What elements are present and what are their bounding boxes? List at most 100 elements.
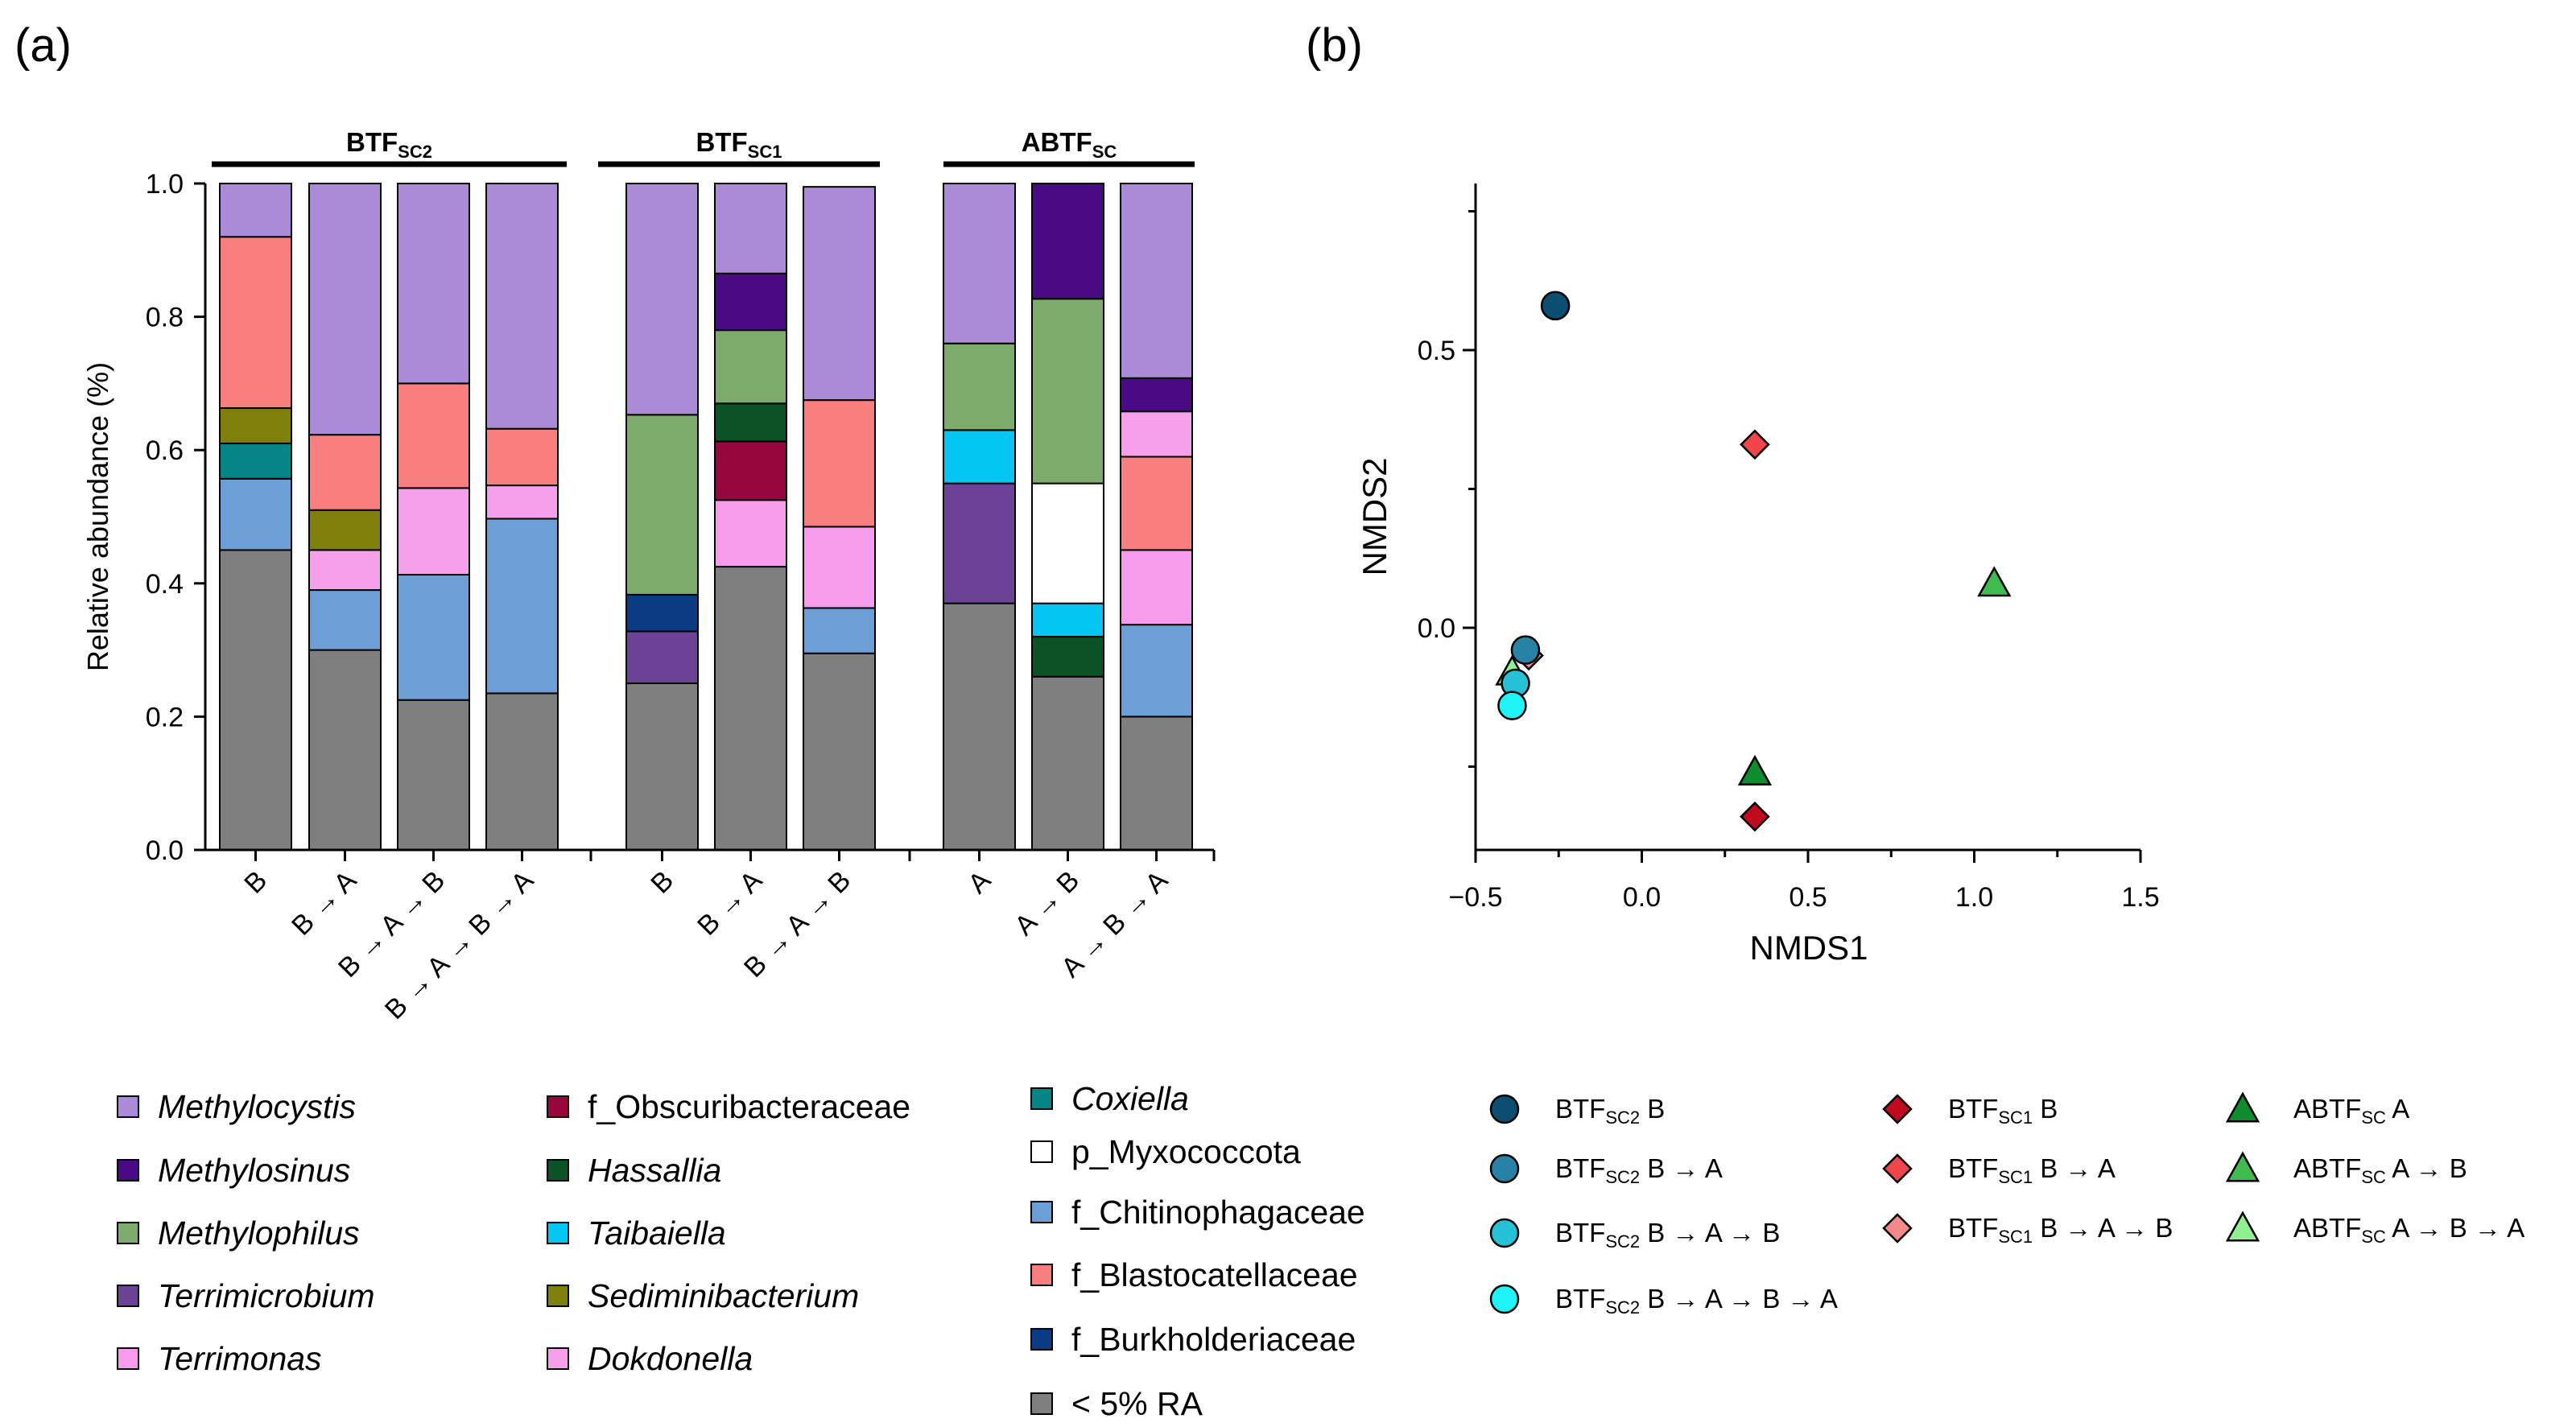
bar-segment-Methylocystis bbox=[714, 183, 787, 274]
legend-item: f_Chitinophagaceae bbox=[1030, 1194, 1365, 1231]
bar-segment-lt5 bbox=[1120, 716, 1193, 852]
legend-label: ABTFSC A → B → A bbox=[2293, 1213, 2524, 1247]
bar-segment-f_Chitinophagaceae bbox=[803, 607, 876, 654]
legend-marker bbox=[2225, 1091, 2260, 1123]
b-y-tick-label: 0.0 bbox=[1418, 613, 1455, 644]
legend-swatch bbox=[1030, 1392, 1053, 1415]
bar-segment-lt5 bbox=[1031, 675, 1104, 851]
legend-item: Coxiella bbox=[1030, 1080, 1189, 1117]
scatter-point-diamond bbox=[1740, 801, 1770, 832]
legend-label: Terrimonas bbox=[158, 1340, 322, 1377]
legend-label: f_Chitinophagaceae bbox=[1071, 1194, 1365, 1231]
legend-label: BTFSC2 B → A bbox=[1555, 1153, 1723, 1187]
bar-segment-Methylocystis bbox=[943, 183, 1016, 344]
legend-item: Hassallia bbox=[547, 1152, 721, 1189]
bar-segment-Methylocystis bbox=[1120, 183, 1193, 379]
scatter-point-circle bbox=[1497, 691, 1527, 720]
legend-item: BTFSC2 B → A → B → A bbox=[1489, 1284, 1838, 1318]
legend-item: Methylocystis bbox=[117, 1088, 356, 1125]
panel-b-legend: BTFSC2 B BTFSC2 B → A BTFSC2 B → A → B BTFS… bbox=[1489, 1091, 2524, 1318]
bar-segment-f_Obscuribacteraceae bbox=[714, 440, 787, 501]
legend-marker bbox=[1489, 1153, 1520, 1184]
bar-segment-lt5 bbox=[219, 549, 292, 852]
scatter-point-circle bbox=[1510, 635, 1541, 665]
scatter-point-triangle bbox=[1737, 754, 1773, 786]
bar bbox=[625, 183, 699, 851]
bar bbox=[803, 186, 876, 851]
y-tick-label: 0.8 bbox=[146, 303, 184, 333]
y-axis-title: Relative abundance (%) bbox=[81, 362, 114, 671]
legend-swatch bbox=[1030, 1140, 1053, 1163]
bar-segment-lt5 bbox=[714, 566, 787, 851]
b-y-axis-title: NMDS2 bbox=[1356, 457, 1393, 575]
b-x-tick-label: −0.5 bbox=[1448, 882, 1502, 913]
x-tick-label: A → B bbox=[1009, 865, 1085, 942]
y-tick-label: 0.4 bbox=[146, 569, 184, 600]
bar-segment-lt5 bbox=[943, 602, 1016, 851]
legend-swatch bbox=[547, 1159, 569, 1182]
legend-item: f_Blastocatellaceae bbox=[1030, 1256, 1358, 1293]
legend-item: f_Burkholderiaceae bbox=[1030, 1321, 1356, 1358]
bar-segment-Methylosinus bbox=[1031, 183, 1104, 300]
bar-segment-f_Blastocatellaceae bbox=[308, 434, 382, 511]
legend-label: f_Blastocatellaceae bbox=[1071, 1256, 1358, 1293]
scatter-points bbox=[1495, 291, 2012, 832]
bar-segment-Methylocystis bbox=[485, 183, 559, 430]
bar bbox=[1120, 183, 1193, 852]
legend-label: BTFSC2 B → A → B → A bbox=[1555, 1284, 1838, 1318]
b-y-tick-label: 0.5 bbox=[1418, 336, 1455, 366]
bar-segment-f_Blastocatellaceae bbox=[219, 236, 292, 410]
legend-label: < 5% RA bbox=[1071, 1385, 1203, 1422]
bar-segment-Terrimicrobium bbox=[625, 630, 699, 685]
legend-item: Dokdonella bbox=[547, 1340, 753, 1377]
bar-segment-Taibaiella bbox=[1031, 602, 1104, 638]
legend-marker bbox=[2225, 1151, 2260, 1182]
legend-label: Methylosinus bbox=[158, 1152, 350, 1189]
bar-segment-lt5 bbox=[625, 683, 699, 851]
legend-marker bbox=[2225, 1210, 2260, 1242]
x-tick-label: B bbox=[645, 865, 679, 900]
bar-segment-Dokdonella bbox=[308, 549, 382, 592]
x-tick-label: B → A bbox=[691, 865, 768, 942]
legend-swatch bbox=[547, 1347, 569, 1370]
bar-segment-Methylosinus bbox=[1120, 377, 1193, 413]
legend-label: BTFSC1 B → A bbox=[1948, 1153, 2116, 1187]
b-ticks: −0.5 0.0 0.5 1.0 1.5 0.0 0.5 bbox=[1418, 210, 2160, 913]
bar-segment-Sediminibacterium bbox=[219, 407, 292, 444]
legend-item: BTFSC2 B → A bbox=[1489, 1153, 1723, 1187]
bar-segment-Methylosinus bbox=[714, 272, 787, 332]
legend-label: BTFSC1 B → A → B bbox=[1948, 1213, 2173, 1247]
legend-label: Hassallia bbox=[588, 1152, 721, 1189]
panel-a-legend: Methylocystis Methylosinus Methylophilus Te… bbox=[117, 1080, 1365, 1422]
bar-segment-lt5 bbox=[803, 652, 876, 851]
legend-item: Methylosinus bbox=[117, 1152, 350, 1189]
bar-segment-Methylophilus bbox=[1031, 298, 1104, 485]
bar-segment-Methylocystis bbox=[308, 183, 382, 436]
legend-swatch bbox=[1030, 1264, 1053, 1286]
b-x-tick-label: 1.0 bbox=[1955, 882, 1993, 913]
bar-segment-f_Chitinophagaceae bbox=[397, 574, 470, 701]
bar-segment-lt5 bbox=[485, 692, 559, 851]
panel-a-label: (a) bbox=[14, 19, 72, 72]
legend-swatch bbox=[1030, 1201, 1053, 1223]
legend-swatch bbox=[117, 1222, 139, 1244]
bar-segment-Sediminibacterium bbox=[308, 509, 382, 551]
legend-label: p_Myxococcota bbox=[1071, 1133, 1301, 1170]
bar-segment-Methylophilus bbox=[714, 329, 787, 405]
bar-segment-f_Chitinophagaceae bbox=[308, 589, 382, 651]
panel-a-axes: Relative abundance (%) bbox=[81, 184, 1214, 852]
bar bbox=[308, 183, 382, 851]
legend-marker bbox=[1489, 1284, 1520, 1314]
legend-marker bbox=[1489, 1094, 1520, 1124]
legend-label: BTFSC2 B bbox=[1555, 1094, 1665, 1128]
legend-item: BTFSC1 B → A → B bbox=[1882, 1213, 2173, 1247]
panel-b-axes: NMDS1 NMDS2 bbox=[1356, 184, 2140, 967]
legend-label: Coxiella bbox=[1071, 1080, 1189, 1117]
legend-item: Terrimonas bbox=[117, 1340, 322, 1377]
bar bbox=[485, 183, 559, 851]
legend-swatch bbox=[1030, 1087, 1053, 1110]
legend-item: Methylophilus bbox=[117, 1215, 360, 1252]
legend-label: f_Obscuribacteraceae bbox=[588, 1088, 910, 1125]
legend-swatch bbox=[117, 1159, 139, 1182]
bar-segment-Hassallia bbox=[714, 402, 787, 443]
